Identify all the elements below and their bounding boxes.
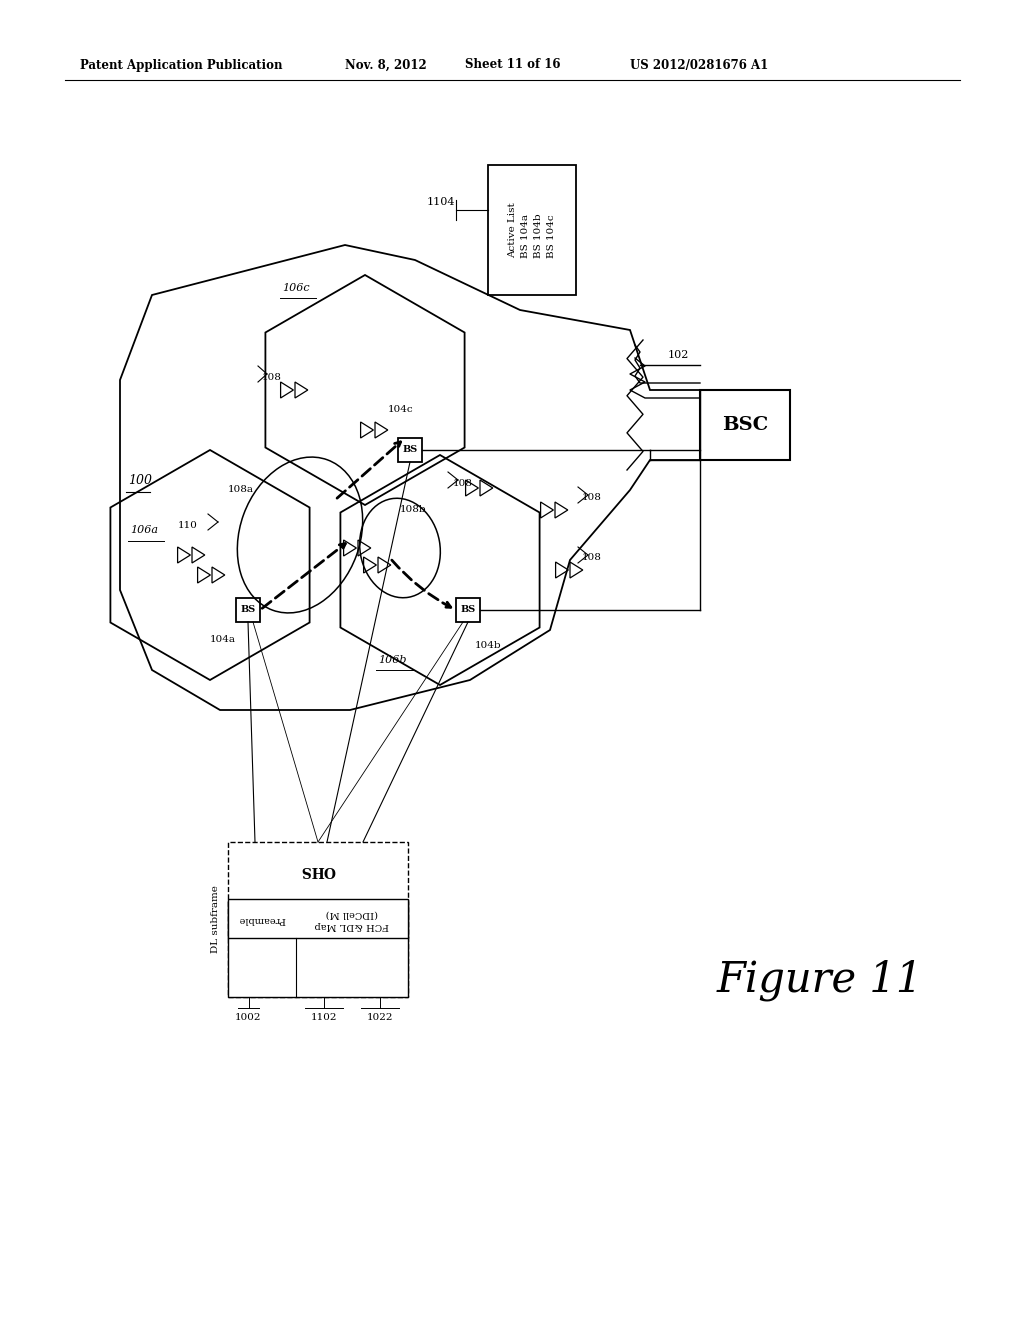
Text: DL subframe: DL subframe [212,886,220,953]
Bar [456,598,480,622]
Text: 1022: 1022 [367,1012,393,1022]
Bar [228,899,408,939]
Text: Nov. 8, 2012: Nov. 8, 2012 [345,58,427,71]
Bar [700,389,790,459]
Text: Figure 11: Figure 11 [717,960,924,1001]
Text: 104a: 104a [210,635,236,644]
Text: 108b: 108b [400,506,427,515]
Bar [228,900,408,997]
Text: 1104: 1104 [427,197,455,207]
Text: OHS: OHS [300,863,336,876]
Text: 104b: 104b [475,640,502,649]
Text: 108: 108 [582,553,602,562]
Text: 106c: 106c [282,282,309,293]
Bar [398,438,422,462]
Text: BS: BS [402,446,418,454]
Text: 1102: 1102 [311,1012,338,1022]
Text: Patent Application Publication: Patent Application Publication [80,58,283,71]
Text: Sheet 11 of 16: Sheet 11 of 16 [465,58,560,71]
Text: FCH &DL Map
(IDCell M): FCH &DL Map (IDCell M) [315,909,389,929]
Text: 106b: 106b [378,655,407,665]
Text: US 2012/0281676 A1: US 2012/0281676 A1 [630,58,768,71]
Text: BS: BS [461,606,475,615]
Text: 106a: 106a [130,525,158,535]
Text: 108a: 108a [228,486,254,495]
Text: Active List
BS 104a
BS 104b
BS 104c: Active List BS 104a BS 104b BS 104c [508,202,556,257]
Text: BS: BS [241,606,256,615]
Text: 108: 108 [582,494,602,503]
Bar [488,165,575,294]
Text: 102: 102 [668,350,689,360]
Text: Preamble: Preamble [239,915,286,924]
Text: 108: 108 [453,479,473,487]
Bar [236,598,260,622]
Text: 100: 100 [128,474,152,487]
Bar [228,842,408,997]
Text: 104c: 104c [388,405,414,414]
Text: 1002: 1002 [236,1012,262,1022]
Text: 110: 110 [178,520,198,529]
Text: BSC: BSC [722,416,768,434]
Text: 108: 108 [262,374,282,383]
